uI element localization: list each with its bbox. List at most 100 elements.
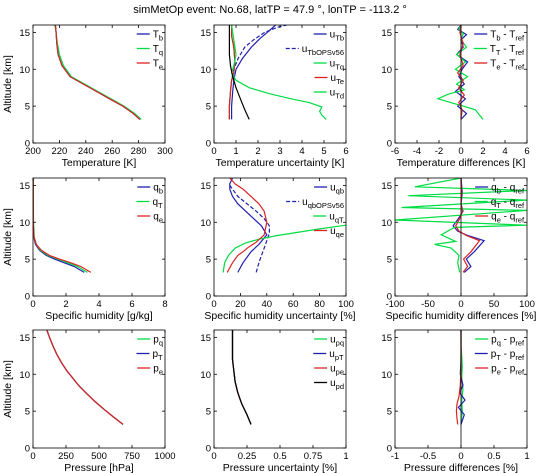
x-tick-label: 0	[211, 451, 216, 462]
x-tick-label: 8	[162, 299, 167, 310]
x-tick-label: 40	[262, 299, 273, 310]
x-tick-label: -2	[435, 146, 443, 157]
x-tick-label: 300	[157, 146, 173, 157]
x-axis-label: Pressure [hPa]	[64, 462, 134, 473]
series-line-0	[454, 25, 469, 120]
legend-entry: Tb	[153, 30, 163, 43]
plot-frame	[213, 329, 347, 449]
x-tick-label: 1	[233, 146, 238, 157]
x-tick-label: 4	[96, 299, 101, 310]
x-tick-label: -4	[413, 146, 421, 157]
y-tick-label: 15	[200, 28, 211, 39]
y-tick-label: 0	[387, 444, 392, 455]
panel-p3: -6 -4 -2 0 2 4 6 0 5 10 15 Temperature differences …	[381, 24, 530, 169]
series-group	[54, 25, 142, 120]
x-axis-label: Specific humidity differences [%]	[386, 310, 537, 322]
y-tick-label: 0	[206, 444, 211, 455]
x-axis-label: Temperature uncertainty [K]	[216, 157, 345, 169]
x-tick-label: 220	[51, 146, 67, 157]
x-tick-label: 0	[458, 299, 463, 310]
x-tick-label: 0.25	[238, 451, 257, 462]
series-line-1	[46, 330, 124, 425]
series-line-3	[226, 178, 268, 273]
series-line-1	[229, 185, 270, 273]
y-tick-label: 10	[381, 218, 392, 229]
x-tick-label: 200	[25, 146, 41, 157]
x-tick-label: 0.5	[273, 451, 286, 462]
legend-entry: pq - pref	[491, 335, 525, 348]
x-tick-label: 0	[30, 451, 35, 462]
x-tick-label: 100	[519, 299, 535, 310]
legend-entry: upe	[330, 364, 344, 377]
series-line-0	[229, 178, 268, 273]
x-tick-label: 6	[129, 299, 134, 310]
x-tick-label: 0	[458, 451, 463, 462]
legend-entry: qe	[153, 212, 163, 225]
legend-entry: TT - Tref	[490, 44, 525, 57]
x-tick-label: 0	[30, 299, 35, 310]
series-line-2	[33, 178, 92, 273]
series-line-0	[231, 330, 252, 425]
y-tick-label: 10	[200, 218, 211, 229]
x-tick-label: -50	[421, 299, 435, 310]
x-tick-label: 20	[235, 299, 246, 310]
y-tick-label: 10	[19, 218, 30, 229]
legend-entry: uqe	[330, 226, 344, 239]
y-tick-label: 5	[25, 102, 30, 113]
x-tick-label: 5	[321, 146, 326, 157]
x-tick-label: 280	[131, 146, 147, 157]
x-tick-label: 750	[124, 451, 140, 462]
legend-entry: uTe	[331, 73, 344, 86]
x-tick-label: 1	[524, 451, 529, 462]
y-tick-label: 0	[25, 292, 30, 303]
series-line-3	[231, 330, 252, 425]
plot-frame	[213, 177, 347, 297]
x-tick-label: 100	[338, 299, 354, 310]
series-group	[222, 178, 346, 273]
series-line-5	[228, 25, 250, 120]
x-axis-label: Temperature [K]	[62, 157, 137, 169]
x-tick-label: 3	[277, 146, 282, 157]
y-tick-label: 5	[206, 102, 211, 113]
x-tick-label: 1000	[154, 451, 175, 462]
y-tick-label: 15	[381, 28, 392, 39]
x-tick-label: 2	[255, 146, 260, 157]
plot-frame	[32, 177, 166, 297]
x-tick-label: 4	[299, 146, 304, 157]
y-tick-label: 0	[387, 292, 392, 303]
y-tick-label: 10	[19, 370, 30, 381]
y-tick-label: 10	[200, 370, 211, 381]
x-tick-label: 240	[78, 146, 94, 157]
x-tick-label: 2	[63, 299, 68, 310]
legend-entry: qe - qref	[491, 212, 525, 225]
x-tick-label: 4	[502, 146, 507, 157]
series-line-2	[456, 25, 466, 120]
legend-entry: uTb	[330, 30, 344, 43]
x-axis-label: Specific humidity uncertainty [%]	[204, 310, 355, 322]
x-axis-label: Temperature differences [K]	[397, 157, 526, 169]
x-axis-label: Pressure differences [%]	[404, 462, 518, 473]
y-tick-label: 15	[19, 333, 30, 344]
x-axis-label: Pressure uncertainty [%]	[223, 462, 337, 473]
y-tick-label: 15	[200, 181, 211, 192]
y-tick-label: 5	[387, 407, 392, 418]
y-tick-label: 0	[25, 139, 30, 150]
series-line-2	[46, 330, 124, 425]
series-line-1	[228, 25, 287, 120]
series-group	[46, 330, 124, 425]
panel-p2: 0 1 2 3 4 5 6 0 5 10 15 Temperature uncertainty [K]…	[200, 24, 349, 169]
legend-entry: Tq	[153, 44, 163, 57]
x-axis-label: Specific humidity [g/kg]	[45, 310, 152, 322]
panel-p6: -100 -50 0 50 100 0 5 10 15 Specific humidity dif…	[381, 177, 537, 322]
y-tick-label: 15	[381, 181, 392, 192]
y-axis-label: Altitude [km]	[2, 55, 14, 113]
legend-entry: qT - qref	[491, 197, 525, 210]
y-axis-label: Altitude [km]	[2, 208, 14, 266]
plot-frame	[32, 329, 166, 449]
panel-p1: 200 220 240 260 280 300 0 5 10 15 Temperature [K] A…	[2, 24, 173, 169]
